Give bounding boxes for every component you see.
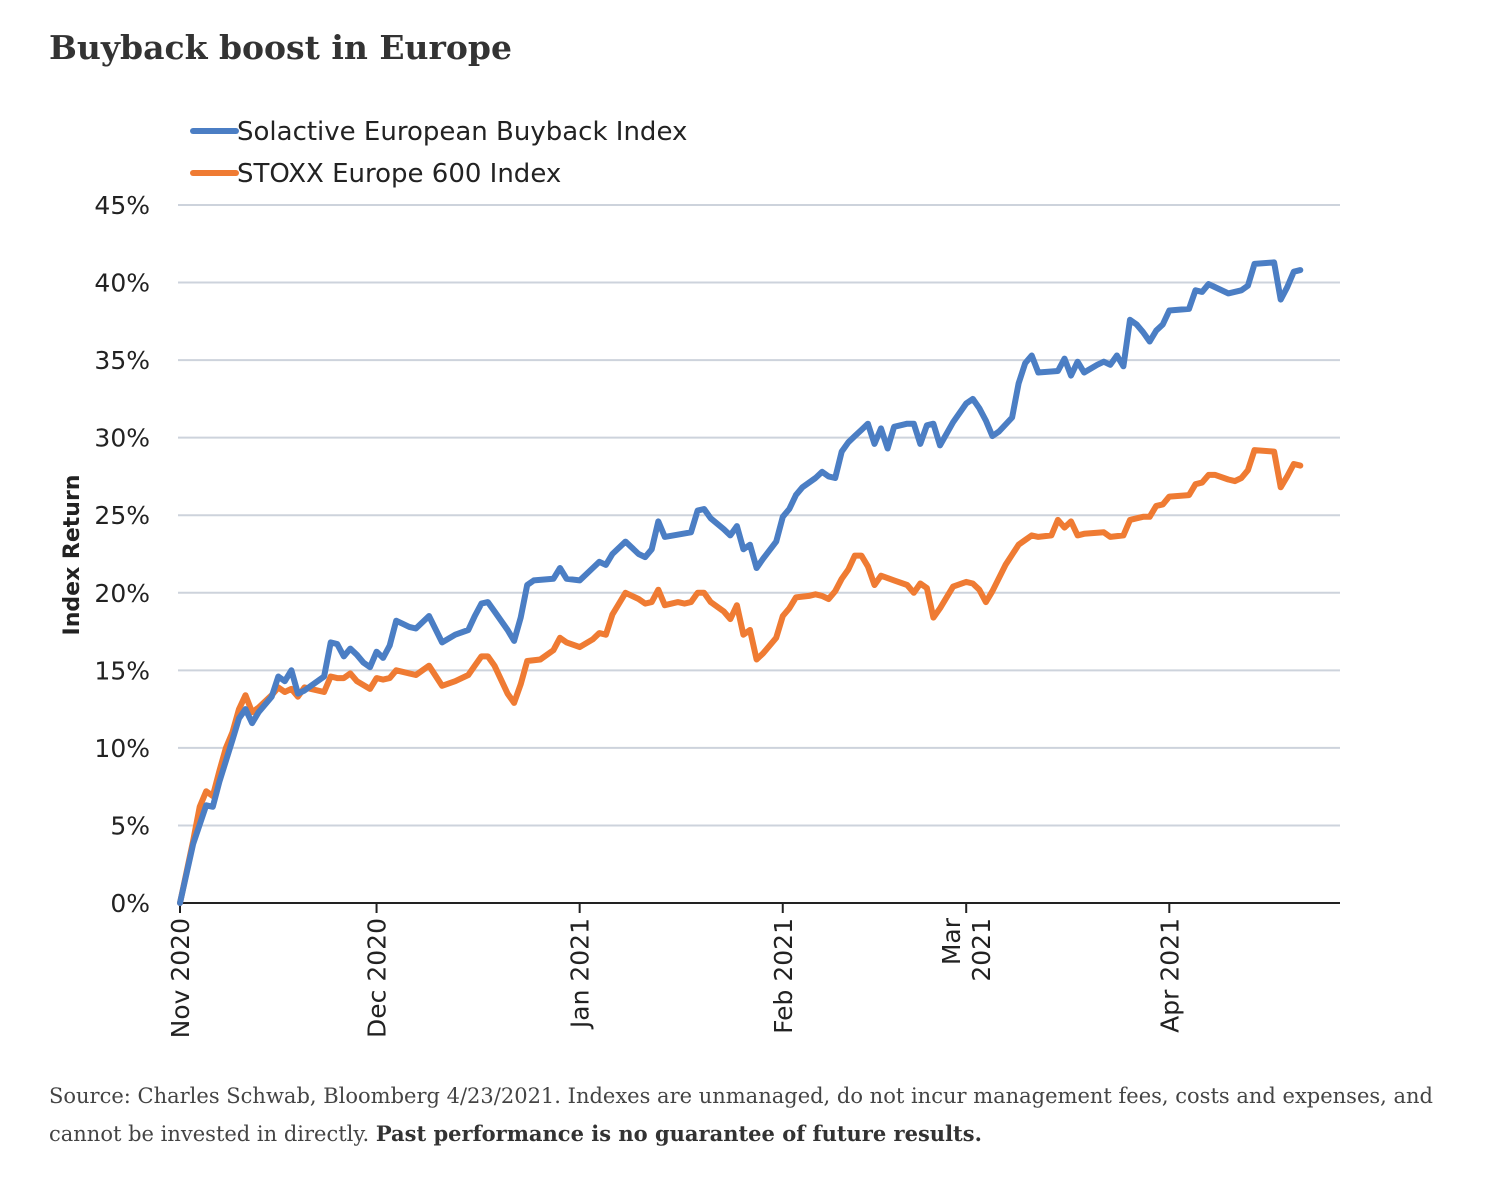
y-tick-label: 35% — [94, 346, 150, 375]
x-tick-label: Feb 2021 — [769, 918, 798, 1034]
y-tick-label: 0% — [110, 889, 150, 918]
x-tick-label: Apr 2021 — [1155, 918, 1184, 1033]
y-tick-label: 15% — [94, 656, 150, 685]
x-tick-label: Dec 2020 — [363, 918, 392, 1038]
gridlines — [178, 204, 1340, 827]
performance-disclaimer: Past performance is no guarantee of futu… — [375, 1121, 982, 1146]
series-lines — [177, 259, 1304, 906]
y-tick-label: 25% — [94, 501, 150, 530]
y-tick-label: 10% — [94, 734, 150, 763]
x-tick-label: Nov 2020 — [166, 918, 195, 1038]
x-axis-ticks: Nov 2020 Dec 2020 Jan 2021 Feb 2021 Mar 2021 A… — [166, 903, 1184, 1038]
y-axis-ticks: 0% 5% 10% 15% 20% 25% 30% 35% 40% 45% — [94, 191, 150, 918]
chart-title: Buyback boost in Europe — [49, 28, 512, 67]
y-axis-label: Index Return — [60, 475, 85, 636]
source-note: Source: Charles Schwab, Bloomberg 4/23/2… — [49, 1078, 1469, 1153]
x-tick-label: 2021 — [967, 918, 996, 982]
y-tick-label: 5% — [110, 811, 150, 840]
y-tick-label: 20% — [94, 579, 150, 608]
series-line-buyback — [177, 259, 1304, 906]
y-tick-label: 45% — [94, 191, 150, 220]
legend-label-stoxx: STOXX Europe 600 Index — [237, 159, 561, 189]
x-tick-label: Jan 2021 — [566, 918, 595, 1030]
legend: Solactive European Buyback Index STOXX E… — [190, 117, 687, 189]
x-tick-label: Mar — [937, 917, 966, 965]
y-tick-label: 30% — [94, 424, 150, 453]
series-line-stoxx — [177, 447, 1304, 906]
source-text: Source: Charles Schwab, Bloomberg 4/23/2… — [49, 1084, 1434, 1146]
legend-label-buyback: Solactive European Buyback Index — [237, 117, 687, 147]
y-tick-label: 40% — [94, 269, 150, 298]
